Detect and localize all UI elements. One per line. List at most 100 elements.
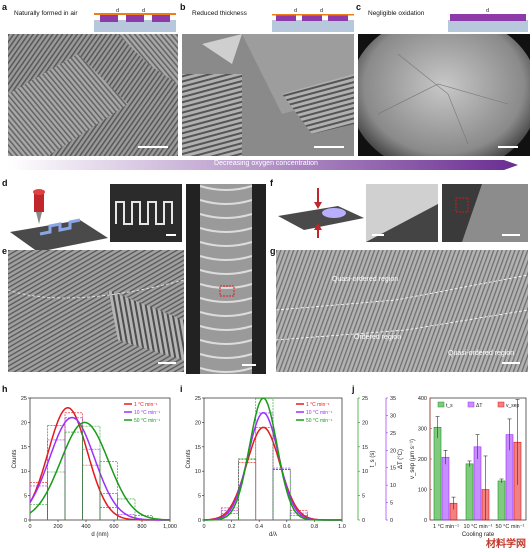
panel-letter: j <box>352 384 355 394</box>
watermark: 材料学网 <box>486 539 526 550</box>
y-tick-label: 25 <box>362 396 368 402</box>
y-tick-label: 20 <box>362 420 368 426</box>
sem-edge <box>366 184 438 242</box>
d-label: d <box>486 8 489 14</box>
region-label: Ordered region <box>354 334 402 341</box>
y-axis-label: Counts <box>186 449 192 468</box>
y-tick-label: 0 <box>390 518 393 524</box>
panel-letter: b <box>180 2 186 12</box>
panel-caption: Negligible oxidation <box>368 10 425 17</box>
panel-b: b Reduced thickness d d <box>180 2 356 157</box>
legend-label: 1 °C min⁻¹ <box>134 402 158 408</box>
cross-section-schematic: d <box>448 8 528 32</box>
panel-h: h 0 200 400 600 800 1,000 0 5 10 15 20 25 d (nm) Coun… <box>2 384 178 550</box>
d-label: d <box>294 8 297 14</box>
y-tick-label: 0 <box>362 518 365 524</box>
panel-f: f <box>270 178 530 246</box>
panel-c: c Negligible oxidation d <box>356 2 530 157</box>
x-tick-label: 400 <box>81 524 90 530</box>
scale-bar <box>242 364 256 366</box>
scale-bar <box>498 146 518 148</box>
y-tick-label: 5 <box>198 494 201 500</box>
sem-track <box>186 184 266 374</box>
sem-serpentine <box>110 184 182 242</box>
panel-j: j 0 5 10 15 20 25 t_s (s) 0 5 10 15 20 25 30 35 ΔT (°C)… <box>352 384 530 550</box>
y-tick-label: 15 <box>390 466 396 472</box>
panel-caption: Reduced thickness <box>192 10 247 17</box>
scale-bar <box>502 362 520 364</box>
x-axis-label: d/λ <box>269 532 277 538</box>
x-tick-label: 800 <box>137 524 146 530</box>
histogram-bin <box>255 427 274 521</box>
x-axis-label: Cooling rate <box>462 532 495 538</box>
panel-letter: i <box>180 384 183 394</box>
panel-i: i 0 0.2 0.4 0.6 0.8 1.0 0 5 10 15 20 25 d/λ Counts 1 °… <box>180 384 350 550</box>
scale-bar <box>138 146 168 148</box>
histogram-chart-i: 0 0.2 0.4 0.6 0.8 1.0 0 5 10 15 20 25 d/λ Counts 1 °C … <box>180 384 350 550</box>
panel-a: a Naturally formed in air d d <box>2 2 178 157</box>
panel-letter: f <box>270 178 273 188</box>
histogram-bin <box>99 461 118 521</box>
histogram-bin <box>29 504 48 521</box>
sem-image-c <box>358 34 530 156</box>
cross-section-schematic: d d <box>94 8 176 32</box>
histogram-bin <box>29 485 48 521</box>
scale-bar <box>502 234 520 236</box>
y-tick-label: 25 <box>390 431 396 437</box>
scale-bar <box>372 234 384 236</box>
y-tick-label: 10 <box>390 483 396 489</box>
y-axis-label: ΔT (°C) <box>398 449 404 469</box>
x-tick-label: 0.6 <box>283 524 291 530</box>
legend-label: 10 °C min⁻¹ <box>306 410 333 416</box>
histogram-chart-h: 0 200 400 600 800 1,000 0 5 10 15 20 25 d (nm) Counts… <box>2 384 178 550</box>
sem-image-a <box>8 34 178 156</box>
legend-label: v_sep <box>506 403 520 409</box>
histogram-bin <box>47 471 66 521</box>
legend-swatch <box>437 401 445 408</box>
y-tick-label: 5 <box>390 501 393 507</box>
scale-bar <box>314 146 344 148</box>
y-tick-label: 10 <box>195 469 201 475</box>
panel-letter: e <box>2 246 8 256</box>
bar <box>441 456 450 521</box>
legend-label: 50 °C min⁻¹ <box>134 418 161 424</box>
y-tick-label: 0 <box>424 518 427 524</box>
y-tick-label: 10 <box>362 469 368 475</box>
gradient-label: Decreasing oxygen concentration <box>214 160 318 167</box>
histogram-bin <box>82 425 101 521</box>
panel-e: e <box>2 246 186 374</box>
panel-letter: h <box>2 384 8 394</box>
panel-caption: Naturally formed in air <box>14 10 78 17</box>
histogram-bin <box>238 458 257 521</box>
histogram-bin <box>29 482 48 521</box>
x-tick-label: 10 °C min⁻¹ <box>464 524 493 530</box>
cross-section-schematic: d d <box>272 8 354 32</box>
y-tick-label: 200 <box>418 457 427 463</box>
y-tick-label: 0 <box>198 518 201 524</box>
bar <box>465 463 474 521</box>
y-tick-label: 400 <box>418 396 427 402</box>
histogram-bin <box>255 398 274 521</box>
d-label: d <box>320 8 323 14</box>
y-tick-label: 35 <box>390 396 396 402</box>
y-tick-label: 25 <box>21 396 27 402</box>
printing-schematic <box>10 189 108 252</box>
panel-d: d <box>2 178 266 374</box>
histogram-bin <box>47 439 66 521</box>
x-tick-label: 0.8 <box>311 524 319 530</box>
d-label: d <box>116 8 119 14</box>
y-tick-label: 5 <box>24 494 27 500</box>
x-tick-label: 1.0 <box>338 524 346 530</box>
histogram-bin <box>238 462 257 521</box>
x-tick-label: 50 °C min⁻¹ <box>496 524 525 530</box>
fit-curve <box>204 397 342 521</box>
panel-g: g Quasi-ordered region Ordered region Qu… <box>270 246 530 374</box>
y-axis-label: Counts <box>12 449 18 468</box>
histogram-bin <box>238 459 257 521</box>
legend-label: ΔT <box>476 403 482 409</box>
sem-image-g: Quasi-ordered region Ordered region Quas… <box>276 250 528 372</box>
y-tick-label: 25 <box>195 396 201 402</box>
y-tick-label: 300 <box>418 427 427 433</box>
y-tick-label: 15 <box>21 445 27 451</box>
scale-bar <box>158 362 176 364</box>
